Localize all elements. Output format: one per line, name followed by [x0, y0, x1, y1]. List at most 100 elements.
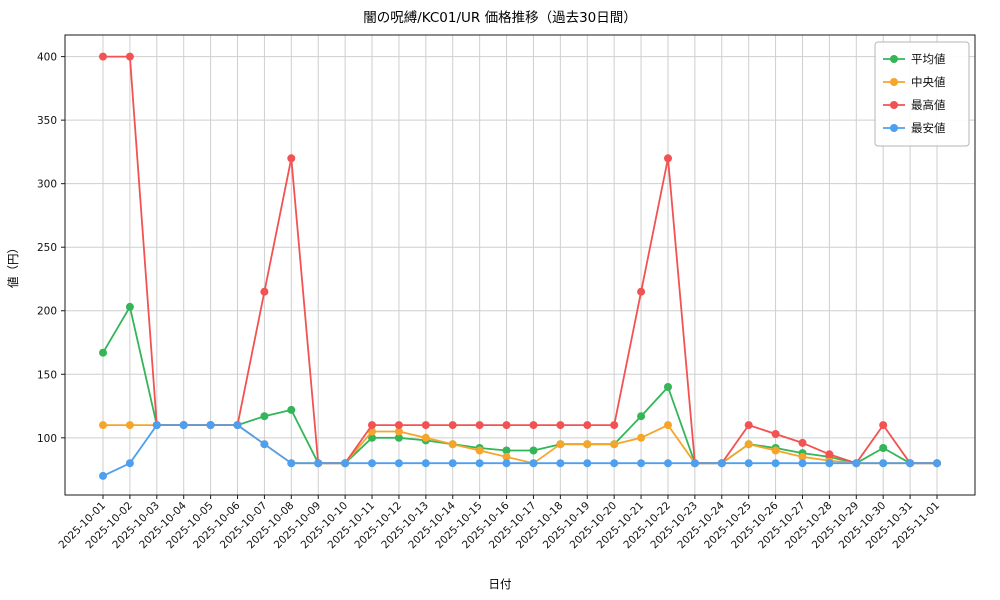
data-point — [556, 459, 565, 468]
legend-marker — [890, 124, 898, 132]
plot-frame — [64, 34, 976, 496]
data-point — [717, 459, 726, 468]
legend-marker — [890, 101, 898, 109]
data-point — [825, 459, 834, 468]
chart-title: 闇の呪縛/KC01/UR 価格推移（過去30日間） — [363, 9, 637, 26]
data-point — [314, 459, 323, 468]
data-point — [798, 438, 807, 447]
legend-label: 平均値 — [911, 52, 946, 66]
data-point — [637, 433, 646, 442]
data-point — [664, 459, 672, 468]
data-point — [771, 446, 780, 455]
data-point — [287, 459, 296, 468]
data-point — [637, 287, 646, 296]
data-point — [394, 427, 403, 436]
data-point — [664, 154, 672, 163]
data-point — [448, 421, 457, 430]
y-tick-label: 100 — [37, 433, 57, 445]
data-point — [125, 459, 134, 468]
data-point — [287, 405, 296, 414]
data-point — [610, 459, 619, 468]
data-point — [556, 440, 565, 449]
y-tick-label: 400 — [37, 52, 57, 64]
data-point — [99, 348, 107, 357]
data-point — [933, 459, 941, 468]
legend-marker — [890, 78, 898, 86]
data-point — [529, 446, 538, 455]
data-point — [583, 440, 592, 449]
data-point — [502, 421, 511, 430]
data-point — [179, 421, 188, 430]
y-tick-label: 200 — [37, 306, 57, 318]
data-point — [637, 459, 646, 468]
data-point — [879, 459, 888, 468]
data-point — [260, 287, 269, 296]
series-line — [103, 55, 937, 465]
data-point — [125, 421, 134, 430]
data-point — [744, 459, 753, 468]
data-point — [583, 421, 592, 430]
data-point — [556, 421, 565, 430]
y-tick-label: 350 — [37, 115, 57, 127]
data-point — [744, 440, 753, 449]
data-point — [125, 52, 134, 61]
data-point — [394, 433, 403, 442]
data-point — [448, 459, 457, 468]
y-tick-label: 300 — [37, 179, 57, 191]
data-point — [475, 459, 484, 468]
data-point — [906, 459, 915, 468]
data-point — [287, 154, 296, 163]
x-axis-label: 日付 — [489, 577, 512, 591]
data-point — [368, 459, 376, 468]
data-point — [502, 446, 511, 455]
series-line — [103, 424, 937, 465]
data-point — [475, 446, 484, 455]
legend-label: 最安値 — [911, 121, 946, 135]
legend-marker — [890, 55, 898, 63]
data-point — [583, 459, 592, 468]
data-point — [233, 421, 242, 430]
data-point — [610, 421, 619, 430]
data-point — [475, 421, 484, 430]
y-tick-label: 250 — [37, 242, 57, 254]
data-point — [421, 459, 430, 468]
data-point — [99, 421, 107, 430]
data-point — [879, 421, 888, 430]
data-point — [637, 412, 646, 421]
data-point — [368, 427, 376, 436]
data-point — [610, 440, 619, 449]
data-point — [341, 459, 350, 468]
data-point — [502, 459, 511, 468]
data-point — [798, 459, 807, 468]
data-point — [368, 421, 376, 430]
data-point — [664, 383, 672, 391]
data-point — [260, 412, 269, 421]
legend-label: 中央値 — [911, 75, 946, 89]
data-point — [152, 421, 161, 430]
data-point — [502, 452, 511, 461]
data-point — [421, 433, 430, 442]
data-point — [125, 302, 134, 311]
data-point — [798, 452, 807, 461]
plot-area: 1001502002503003504002025-10-012025-10-0… — [37, 34, 976, 551]
y-axis-label: 値（円） — [6, 242, 20, 288]
legend-label: 最高値 — [911, 98, 946, 112]
data-point — [260, 440, 269, 449]
data-point — [421, 421, 430, 430]
data-point — [825, 450, 834, 459]
series-line — [102, 424, 937, 477]
data-point — [664, 421, 672, 430]
data-point — [99, 471, 107, 480]
data-point — [852, 459, 861, 468]
legend — [874, 41, 970, 147]
data-point — [771, 459, 780, 468]
data-point — [690, 459, 699, 468]
data-point — [99, 52, 107, 61]
data-point — [744, 421, 753, 430]
data-point — [368, 433, 376, 442]
data-point — [529, 421, 538, 430]
y-tick-label: 150 — [37, 369, 57, 381]
series-line — [102, 306, 937, 465]
